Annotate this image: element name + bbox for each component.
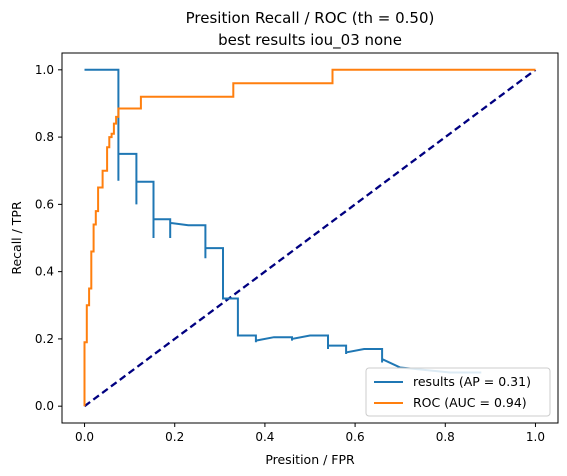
y-axis-label: Recall / TPR (9, 201, 24, 275)
x-tick-label: 1.0 (526, 430, 545, 444)
y-tick-label: 0.8 (35, 130, 54, 144)
plot-area (83, 68, 537, 408)
x-tick-label: 0.6 (346, 430, 365, 444)
x-tick-label: 0.4 (255, 430, 274, 444)
legend: results (AP = 0.31) ROC (AUC = 0.94) (365, 367, 551, 417)
chance-diagonal-line (83, 68, 537, 408)
chart-subtitle: best results iou_03 none (218, 31, 402, 50)
x-tick-label: 0.8 (436, 430, 455, 444)
legend-label-roc: ROC (AUC = 0.94) (413, 395, 527, 410)
y-tick-label: 0.2 (35, 332, 54, 346)
results-line (84, 68, 482, 374)
y-tick-label: 0.6 (35, 197, 54, 211)
legend-label-results: results (AP = 0.31) (413, 374, 531, 389)
plot-frame (61, 52, 559, 424)
x-axis-label: Presition / FPR (265, 452, 355, 467)
roc-line (83, 68, 536, 407)
y-axis: 0.0 0.2 0.4 0.6 0.8 1.0 (35, 63, 62, 413)
x-tick-label: 0.0 (75, 430, 94, 444)
y-tick-label: 0.4 (35, 265, 54, 279)
x-tick-label: 0.2 (165, 430, 184, 444)
x-axis: 0.0 0.2 0.4 0.6 0.8 1.0 (75, 423, 545, 444)
y-tick-label: 1.0 (35, 63, 54, 77)
y-tick-label: 0.0 (35, 399, 54, 413)
chart-title: Presition Recall / ROC (th = 0.50) (186, 9, 435, 27)
legend-box (365, 367, 551, 417)
